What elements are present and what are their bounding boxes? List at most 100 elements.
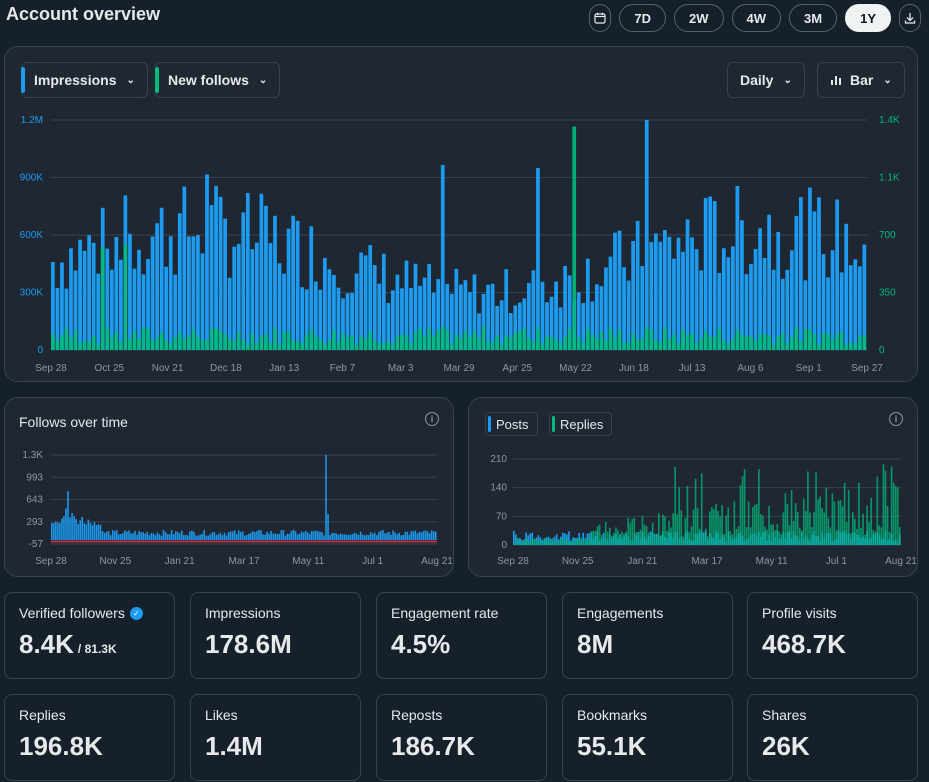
info-icon[interactable]: i (425, 412, 439, 426)
x-tick-label: Sep 28 (35, 556, 67, 567)
metric-card-bookmarks[interactable]: Bookmarks 55.1K (562, 694, 733, 781)
follows-bar (412, 531, 415, 541)
impressions-bar (653, 233, 658, 350)
impressions-bar (223, 218, 227, 350)
x-tick-label: Mar 17 (691, 556, 723, 567)
metric-card-impressions[interactable]: Impressions 178.6M (190, 592, 361, 679)
replies-bar (760, 514, 762, 545)
follows-bar (166, 534, 169, 541)
metric-card-verified-followers[interactable]: Verified followers ✓ 8.4K/ 81.3K (4, 592, 175, 679)
follows-bar (767, 335, 771, 350)
replies-legend[interactable]: Replies (549, 412, 613, 436)
posts-bar (582, 532, 585, 545)
follows-bar (282, 530, 285, 541)
follows-bar (321, 532, 323, 541)
follows-bar (178, 533, 181, 541)
replies-bar (586, 539, 589, 545)
follows-bar (445, 329, 450, 350)
follows-bar (136, 534, 138, 541)
follows-bar (227, 532, 230, 541)
follows-bar (681, 329, 685, 350)
follows-bar (400, 334, 404, 350)
follows-bar (69, 517, 71, 541)
impressions-bar (82, 250, 87, 350)
calendar-button[interactable] (589, 4, 612, 32)
range-3m-button[interactable]: 3M (789, 4, 838, 32)
follows-bar (653, 339, 658, 350)
follows-bar (223, 334, 227, 350)
replies-bar (821, 508, 823, 545)
range-1y-button[interactable]: 1Y (845, 4, 891, 32)
impressions-bar (391, 290, 395, 350)
follows-bar (181, 530, 183, 541)
metric-card-engagement-rate[interactable]: Engagement rate 4.5% (376, 592, 547, 679)
follows-bar (508, 337, 513, 350)
follows-bar (409, 342, 413, 350)
interval-dropdown[interactable]: Daily ⌄ (727, 62, 805, 98)
replies-bar (635, 532, 638, 545)
info-icon[interactable]: i (889, 412, 903, 426)
follows-bar (386, 341, 391, 350)
metric-card-replies[interactable]: Replies 196.8K (4, 694, 175, 781)
follows-bar (771, 344, 776, 350)
chart-type-dropdown[interactable]: Bar ⌄ (817, 62, 905, 98)
follows-color-marker (155, 67, 159, 93)
follows-bar (434, 531, 437, 541)
date-range-bar: 7D 2W 4W 3M 1Y (589, 4, 921, 32)
x-tick-label: Jul 1 (362, 556, 384, 567)
follows-bar (527, 337, 531, 350)
impressions-bar (109, 269, 114, 350)
metric1-dropdown[interactable]: Impressions ⌄ (21, 62, 148, 98)
follows-bar (174, 531, 177, 541)
follows-bar (248, 533, 250, 541)
replies-bar (694, 478, 697, 545)
replies-bar (564, 541, 566, 545)
follows-bar (353, 532, 356, 541)
metric-card-likes[interactable]: Likes 1.4M (190, 694, 361, 781)
follows-bar (245, 344, 250, 350)
follows-bar (93, 522, 96, 541)
follows-bar (337, 534, 339, 541)
impressions-bar (205, 174, 209, 350)
replies-bar (604, 521, 607, 545)
impressions-bar (753, 249, 758, 350)
replies-bar (598, 524, 601, 545)
y-tick-label: 210 (490, 454, 507, 465)
metric-card-profile-visits[interactable]: Profile visits 468.7K (747, 592, 918, 679)
range-2w-button[interactable]: 2W (674, 4, 724, 32)
replies-bar (733, 501, 736, 545)
impressions-bar (839, 272, 844, 350)
replies-bar (709, 511, 711, 545)
posts-legend-label: Posts (496, 416, 529, 432)
follows-bar (225, 535, 228, 541)
metric-card-reposts[interactable]: Reposts 186.7K (376, 694, 547, 781)
replies-bar (890, 466, 893, 545)
replies-bar (819, 496, 821, 545)
metric2-dropdown[interactable]: New follows ⌄ (155, 62, 281, 98)
replies-bar (645, 525, 648, 545)
range-4w-button[interactable]: 4W (731, 4, 782, 32)
replies-bar (657, 513, 660, 545)
bar-chart-icon (831, 76, 841, 85)
replies-bar (539, 541, 542, 545)
y-left-tick-label: 300K (20, 288, 44, 299)
range-7d-button[interactable]: 7D (619, 4, 667, 32)
follows-bar (63, 516, 65, 541)
follows-bar (414, 530, 417, 541)
y-right-tick-label: 1.1K (879, 173, 900, 184)
impressions-bar (128, 233, 132, 350)
follows-bar (649, 330, 654, 350)
impressions-bar (173, 274, 178, 350)
impressions-bar (644, 120, 649, 350)
follows-bar (721, 340, 726, 350)
metric-card-engagements[interactable]: Engagements 8M (562, 592, 733, 679)
metric-card-shares[interactable]: Shares 26K (747, 694, 918, 781)
follows-bar (799, 341, 803, 350)
impressions-bar (150, 236, 155, 350)
follows-bar (803, 329, 808, 350)
download-button[interactable] (899, 4, 921, 32)
follows-bar (97, 524, 100, 541)
follows-bar (246, 534, 248, 541)
follows-bar (218, 330, 223, 350)
posts-legend[interactable]: Posts (485, 412, 538, 436)
